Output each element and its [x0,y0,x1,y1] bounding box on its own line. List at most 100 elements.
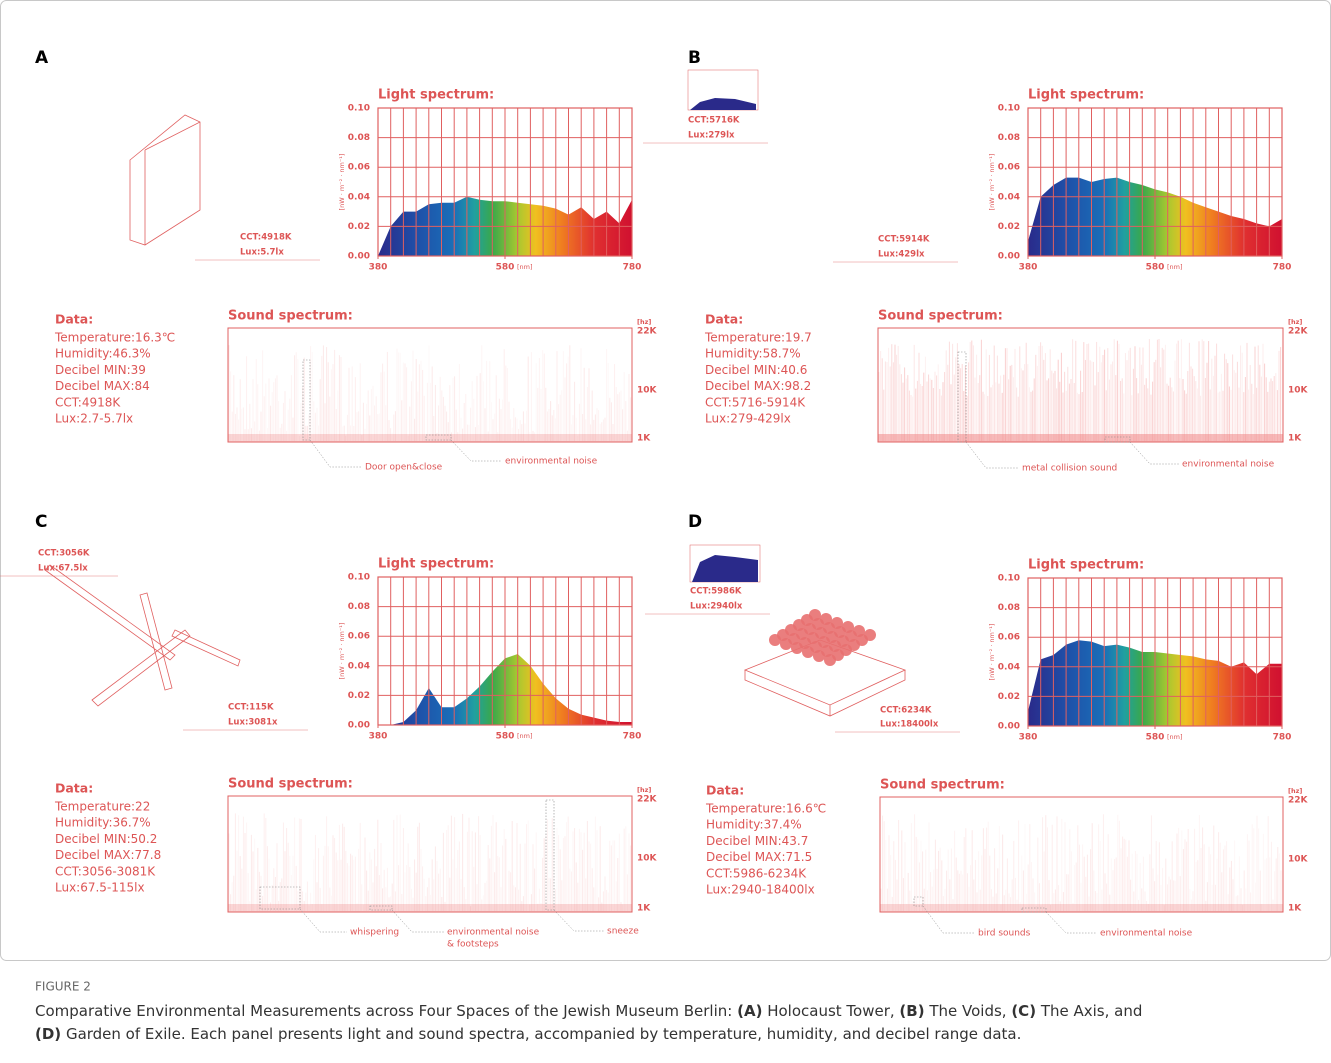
y-tick-label: 0.06 [998,633,1020,643]
y-tick-label: 0.06 [348,632,370,642]
caption-run: (D) [35,1025,61,1043]
data-item: Temperature:22 [54,800,150,814]
diagram-label: Lux:429lx [878,250,925,260]
chart-title: Light spectrum: [1028,88,1144,103]
caption-line: (D) Garden of Exile. Each panel presents… [35,1025,1021,1043]
sound-unit: [hz] [637,318,651,326]
caption-run: (C) [1011,1002,1036,1020]
y-axis-label: [nW · m⁻² · nm⁻¹] [338,154,346,211]
data-item: Lux:279-429lx [705,412,791,426]
tree-canopy [842,621,854,633]
diagram-label: CCT:3056K [38,549,90,559]
tree-canopy [820,613,832,625]
sound-tick-label: 1K [1288,904,1302,914]
data-item: CCT:5986-6234K [706,866,807,880]
data-item: Temperature:16.6℃ [705,802,826,816]
data-item: Decibel MAX:98.2 [705,379,811,393]
diagram-label: CCT:5914K [878,235,930,245]
sound-unit: [hz] [637,786,651,794]
caption-run: (A) [737,1002,762,1020]
y-tick-label: 0.00 [348,252,370,262]
sound-tick-label: 10K [637,854,658,864]
diagram-label: CCT:4918K [240,233,292,243]
x-tick-label: 580 [496,263,515,273]
sound-tick-label: 10K [1288,386,1309,396]
spectrogram-base [228,904,632,912]
x-tick-label: 380 [1019,263,1038,273]
figure: Light spectrum:[nW · m⁻² · nm⁻¹]0.000.02… [0,0,1331,1063]
diagram-label: Lux:279lx [688,131,735,141]
diagram-label: CCT:6234K [880,706,932,716]
sound-unit: [hz] [1288,318,1302,326]
data-title: Data: [705,312,743,327]
y-tick-label: 0.00 [998,722,1020,732]
x-axis-label: [nm] [517,732,533,740]
annotation-text: sneeze [607,927,639,937]
data-item: CCT:3056-3081K [55,864,156,878]
diagram-label: Lux:67.5lx [38,564,88,574]
sound-tick-label: 10K [1288,855,1309,865]
y-tick-label: 0.08 [998,603,1020,613]
annotation-text: metal collision sound [1022,464,1117,474]
sound-tick-label: 10K [637,386,658,396]
annotation-leader [392,910,444,932]
sound-unit: [hz] [1288,787,1302,795]
inset-spectrum-fill [692,555,758,582]
diagram-label: Lux:5.7lx [240,248,284,258]
building-sketch [45,565,240,706]
y-axis-label: [nW · m⁻² · nm⁻¹] [988,154,996,211]
data-item: Lux:2.7-5.7lx [55,412,133,426]
y-tick-label: 0.04 [348,661,370,671]
x-tick-label: 380 [369,732,388,742]
diagram-label: CCT:5716K [688,116,740,126]
figure-label: FIGURE 2 [35,980,91,994]
sound-title: Sound spectrum: [228,777,353,792]
tree-canopy [831,617,843,629]
data-title: Data: [706,783,744,798]
data-title: Data: [55,312,93,327]
annotation-leader [1130,442,1179,464]
diagram-label: Lux:3081x [228,718,278,728]
annotation-text: & footsteps [447,940,499,950]
y-tick-label: 0.08 [348,133,370,143]
y-tick-label: 0.06 [348,163,370,173]
caption-run: The Axis, and [1036,1002,1142,1020]
panel-label: C [35,512,47,532]
x-tick-label: 780 [623,732,642,742]
x-tick-label: 380 [1019,733,1038,743]
annotation-text: whispering [350,928,399,938]
annotation-text: Door open&close [365,463,443,473]
x-axis-label: [nm] [1167,263,1183,271]
y-tick-label: 0.00 [348,721,370,731]
caption-run: Comparative Environmental Measurements a… [35,1002,737,1020]
sound-tick-label: 22K [1288,327,1309,337]
sound-title: Sound spectrum: [228,309,353,324]
y-tick-label: 0.10 [998,574,1020,584]
sound-tick-label: 22K [1288,796,1309,806]
y-tick-label: 0.04 [998,662,1020,672]
chart-title: Light spectrum: [378,557,494,572]
data-item: Humidity:46.3% [55,347,151,361]
y-tick-label: 0.08 [998,133,1020,143]
data-item: Decibel MAX:77.8 [55,848,161,862]
annotation-leader [966,442,1019,468]
data-item: Humidity:37.4% [706,818,802,832]
annotation-text: environmental noise [505,457,598,467]
diagram-label: CCT:115K [228,703,274,713]
y-tick-label: 0.10 [998,104,1020,114]
caption-run: The Voids, [925,1002,1012,1020]
x-tick-label: 380 [369,263,388,273]
diagram-label: Lux:18400lx [880,720,939,730]
chart-title: Light spectrum: [378,88,494,103]
panel-label: D [688,512,702,532]
annotation-leader [310,440,362,467]
y-tick-label: 0.10 [348,104,370,114]
x-tick-label: 580 [496,732,515,742]
data-item: CCT:5716-5914K [705,395,806,409]
annotation-text: environmental noise [447,928,540,938]
building-sketch [130,115,200,245]
tree-canopy [809,609,821,621]
annotation-leader [554,910,604,931]
y-axis-label: [nW · m⁻² · nm⁻¹] [338,623,346,680]
data-item: Decibel MIN:40.6 [705,363,807,377]
